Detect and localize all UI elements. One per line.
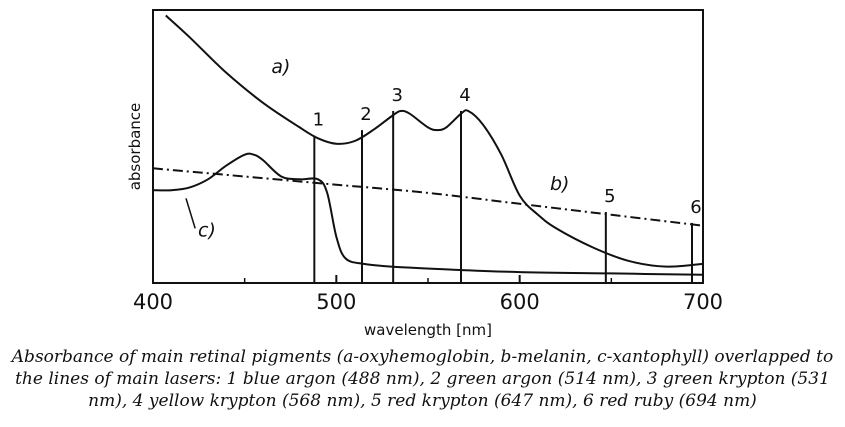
laser-label-3: 3 xyxy=(391,85,402,106)
laser-label-2: 2 xyxy=(360,104,371,125)
x-tick-label-700: 700 xyxy=(683,290,723,314)
curve-label-a: a) xyxy=(271,56,290,78)
laser-label-6: 6 xyxy=(690,197,701,218)
x-axis-title: wavelength [nm] xyxy=(364,321,492,339)
curve-c xyxy=(152,152,704,276)
x-tick-label-500: 500 xyxy=(316,290,356,314)
curve-label-c: c) xyxy=(198,220,216,242)
x-tick-label-400: 400 xyxy=(133,290,173,314)
curve-c-pointer xyxy=(185,198,196,229)
laser-label-5: 5 xyxy=(604,186,615,207)
absorbance-curves xyxy=(152,14,704,276)
absorbance-chart: 400 500 600 700 1 23 456 a)b)c) absorbance wa… xyxy=(126,9,723,339)
figure-caption: Absorbance of main retinal pigments (a-o… xyxy=(11,347,834,411)
x-tick-label-600: 600 xyxy=(500,290,540,314)
chart-labels: a) b) c) xyxy=(185,56,569,242)
laser-label-1: 1 xyxy=(313,110,324,131)
plot-frame xyxy=(152,9,704,284)
laser-lines: 1 23 456 xyxy=(313,85,702,283)
curve-b xyxy=(152,167,704,227)
curve-label-b: b) xyxy=(550,173,569,195)
curve-a xyxy=(165,14,704,268)
x-axis-ticks: 400 500 600 700 xyxy=(133,275,723,314)
laser-label-4: 4 xyxy=(459,85,470,106)
y-axis-title: absorbance xyxy=(126,103,144,191)
